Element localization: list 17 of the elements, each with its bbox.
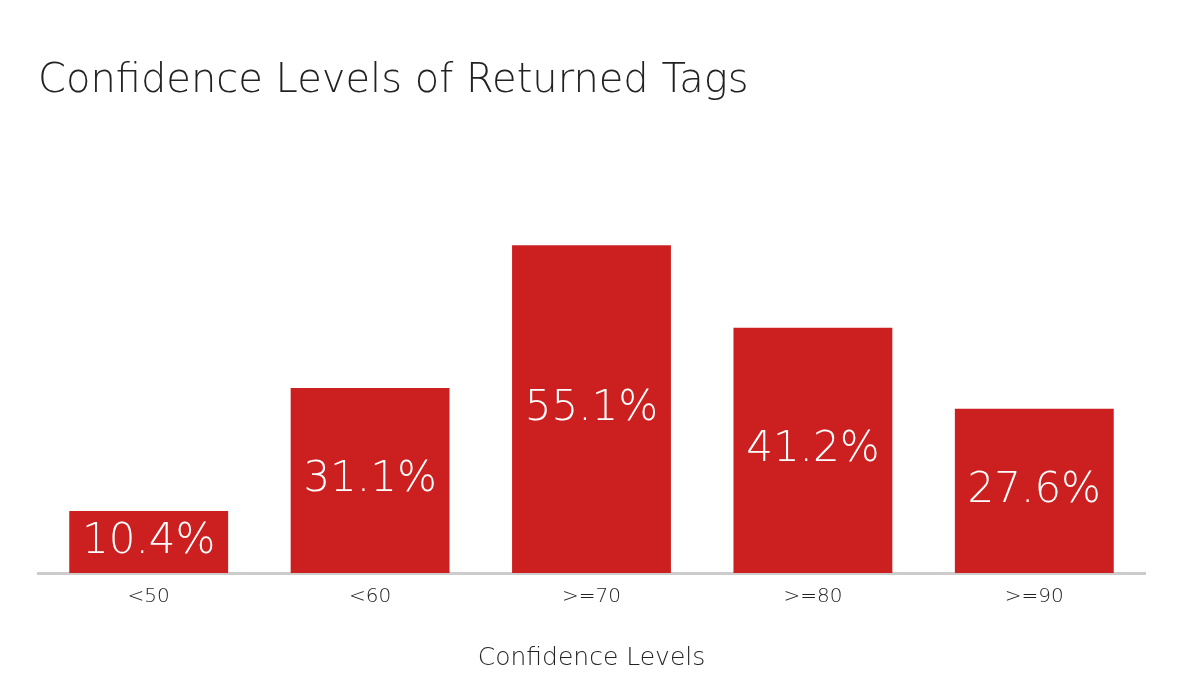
x-tick-label: >=70 [562,583,621,608]
x-tick-label: <50 [127,583,170,608]
x-axis-title: Confidence Levels [477,641,706,671]
data-label: 10.4% [81,513,216,563]
data-label: 31.1% [303,452,437,502]
bar [512,245,671,573]
chart-title: Confidence Levels of Returned Tags [38,55,749,102]
bar [733,327,893,573]
data-label: 41.2% [746,422,880,472]
x-tick-label: >=80 [783,583,843,608]
bar [954,408,1114,573]
data-label: 55.1% [524,380,659,430]
data-label: 27.6% [967,462,1102,512]
x-tick-label: >=90 [1004,583,1064,608]
bar [290,387,450,573]
bar [69,511,229,573]
x-tick-label: <60 [348,583,392,608]
